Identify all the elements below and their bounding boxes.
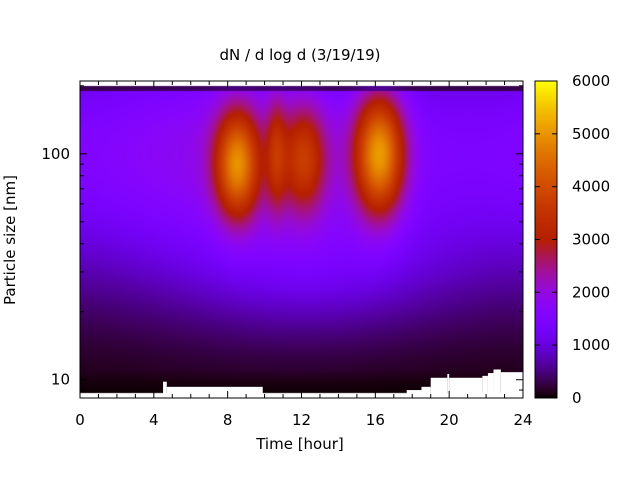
colorbar-tick-label: 5000: [572, 125, 610, 143]
colorbar-tick-label: 0: [572, 389, 582, 407]
y-tick-label: 10: [51, 371, 70, 389]
no-data-region: [482, 375, 488, 398]
no-data-region: [500, 372, 523, 398]
x-tick-label: 24: [513, 411, 532, 429]
no-data-region: [406, 390, 422, 398]
colorbar-tick-label: 6000: [572, 72, 610, 90]
colorbar-tick-label: 1000: [572, 336, 610, 354]
colorbar-tick-label: 2000: [572, 283, 610, 301]
no-data-region: [447, 374, 450, 398]
x-tick-label: 4: [149, 411, 159, 429]
colorbar-tick-label: 4000: [572, 178, 610, 196]
x-tick-label: 20: [440, 411, 459, 429]
no-data-region: [487, 373, 494, 398]
y-tick-label: 100: [41, 145, 70, 163]
plot-area: [79, 80, 524, 399]
colorbar-tick-label: 3000: [572, 231, 610, 249]
no-data-region: [449, 377, 483, 398]
colorbar-gradient: [535, 81, 557, 398]
no-data-region: [430, 377, 448, 398]
colorbar: 0 1000 2000 3000 4000 5000 6000: [534, 72, 610, 407]
y-axis: 10 100: [41, 85, 523, 391]
y-axis-label: Particle size [nm]: [1, 175, 19, 305]
x-tick-label: 12: [292, 411, 311, 429]
no-data-regions: [163, 369, 523, 398]
x-axis: 0 4 8 12 16 20 24: [75, 81, 533, 429]
no-data-region: [163, 381, 167, 398]
chart-title: dN / d log d (3/19/19): [219, 46, 380, 64]
x-tick-label: 8: [223, 411, 233, 429]
no-data-region: [421, 386, 431, 398]
x-tick-label: 16: [366, 411, 385, 429]
heatmap-image: [80, 81, 523, 398]
no-data-region: [493, 369, 501, 398]
no-data-region: [166, 386, 263, 398]
x-tick-label: 0: [75, 411, 85, 429]
colorbar-ticks: 0 1000 2000 3000 4000 5000 6000: [535, 72, 610, 407]
x-axis-label: Time [hour]: [255, 435, 344, 453]
